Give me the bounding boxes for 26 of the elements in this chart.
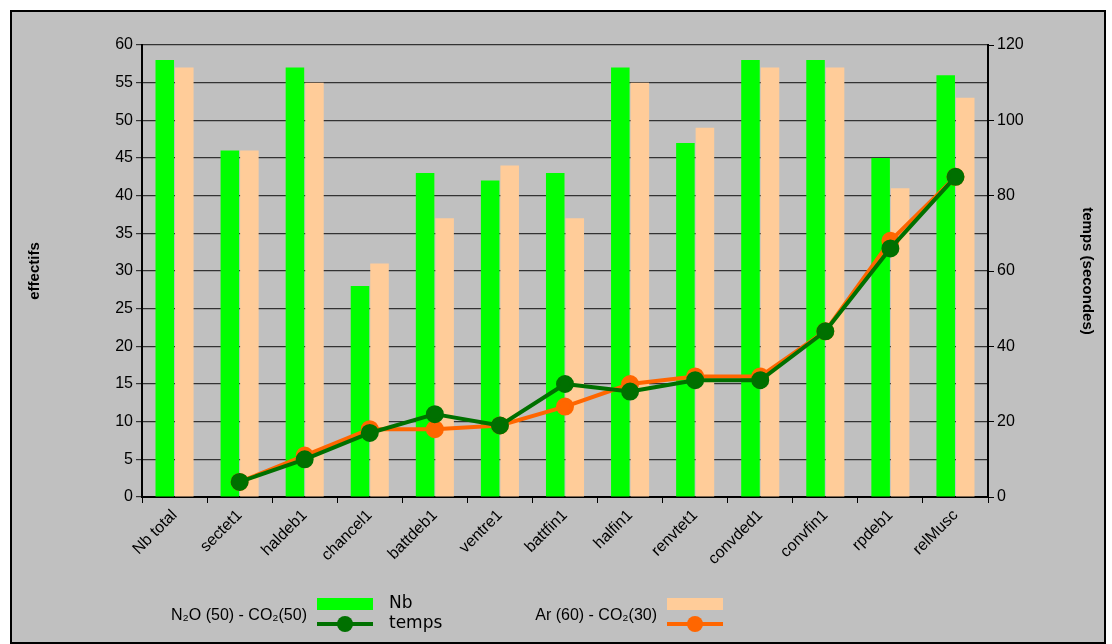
y-tick-label: 35 [115, 223, 134, 241]
legend-label: Ar (60) - CO₂(30) [534, 606, 657, 624]
y2-tick-label: 20 [997, 412, 1015, 430]
y-tick-label: 55 [115, 73, 134, 91]
y-tick-label: 30 [115, 261, 134, 279]
y-tick-label: 20 [115, 336, 134, 354]
text: temps [389, 612, 443, 632]
y-tick-label: 50 [115, 110, 134, 128]
y2-axis-title: temps (secondes) [1079, 207, 1097, 335]
y-tick-label: 60 [115, 35, 134, 53]
y-axis-title: effectifs [25, 242, 43, 300]
legend-label: N₂O (50) - CO₂(50) [170, 606, 307, 624]
y2-tick-label: 100 [997, 110, 1024, 128]
y-tick-label: 5 [124, 449, 134, 467]
y-tick-label: 0 [124, 487, 134, 505]
y-tick-label: 25 [115, 299, 134, 317]
y2-tick-label: 60 [997, 261, 1015, 279]
y-tick-label: 10 [115, 412, 134, 430]
y-tick-label: 15 [115, 374, 134, 392]
text: Nb [389, 592, 413, 612]
y2-tick-label: 40 [997, 336, 1015, 354]
y2-tick-label: 80 [997, 186, 1015, 204]
y2-tick-label: 0 [997, 487, 1006, 505]
y-tick-label: 40 [115, 186, 134, 204]
y2-tick-label: 120 [997, 35, 1024, 53]
y-tick-label: 45 [115, 148, 134, 166]
